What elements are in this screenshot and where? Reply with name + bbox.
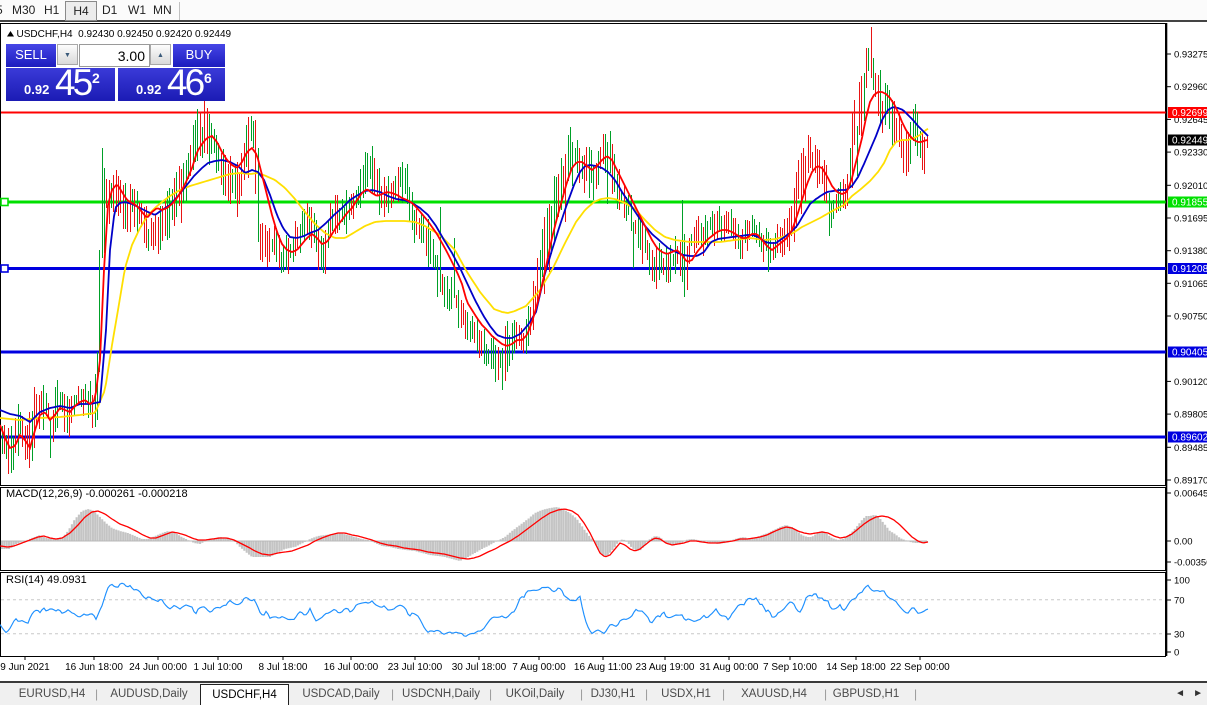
svg-text:30 Jul 18:00: 30 Jul 18:00 [452, 662, 507, 673]
svg-text:7 Aug 00:00: 7 Aug 00:00 [512, 662, 566, 673]
svg-text:24 Jun 00:00: 24 Jun 00:00 [129, 662, 187, 673]
svg-text:0.91695: 0.91695 [1174, 214, 1207, 225]
svg-text:RSI(14) 49.0931: RSI(14) 49.0931 [6, 574, 87, 586]
svg-text:0.89485: 0.89485 [1174, 443, 1207, 454]
svg-text:0.92960: 0.92960 [1174, 82, 1207, 93]
svg-text:MACD(12,26,9) -0.000261 -0.000: MACD(12,26,9) -0.000261 -0.000218 [6, 488, 188, 500]
svg-text:0.91065: 0.91065 [1174, 279, 1207, 290]
svg-text:1 Jul 10:00: 1 Jul 10:00 [194, 662, 243, 673]
svg-text:16 Jul 00:00: 16 Jul 00:00 [324, 662, 379, 673]
svg-text:0.91380: 0.91380 [1174, 246, 1207, 257]
svg-text:0.92330: 0.92330 [1174, 148, 1207, 159]
svg-text:9 Jun 2021: 9 Jun 2021 [0, 662, 50, 673]
svg-text:0.91208: 0.91208 [1172, 264, 1207, 275]
svg-text:100: 100 [1174, 576, 1190, 587]
svg-text:8 Jul 18:00: 8 Jul 18:00 [259, 662, 308, 673]
svg-text:USDCHF,H4 0.92430 0.92450 0.9: USDCHF,H4 0.92430 0.92450 0.92420 0.9244… [17, 29, 232, 40]
svg-text:-0.003507: -0.003507 [1174, 558, 1207, 569]
svg-text:23 Jul 10:00: 23 Jul 10:00 [388, 662, 443, 673]
svg-text:0: 0 [1174, 648, 1179, 659]
svg-text:0.90405: 0.90405 [1172, 348, 1207, 359]
svg-text:0.92645: 0.92645 [1174, 115, 1207, 126]
svg-text:22 Sep 00:00: 22 Sep 00:00 [890, 662, 950, 673]
svg-text:14 Sep 18:00: 14 Sep 18:00 [826, 662, 886, 673]
svg-text:23 Aug 19:00: 23 Aug 19:00 [636, 662, 695, 673]
svg-text:0.92010: 0.92010 [1174, 181, 1207, 192]
svg-text:0.89170: 0.89170 [1174, 476, 1207, 487]
svg-text:0.90120: 0.90120 [1174, 377, 1207, 388]
svg-text:0.90750: 0.90750 [1174, 312, 1207, 323]
svg-text:0.92699: 0.92699 [1172, 108, 1207, 119]
svg-text:31 Aug 00:00: 31 Aug 00:00 [700, 662, 759, 673]
svg-text:7 Sep 10:00: 7 Sep 10:00 [763, 662, 817, 673]
svg-text:0.93275: 0.93275 [1174, 50, 1207, 61]
svg-text:16 Aug 11:00: 16 Aug 11:00 [574, 662, 633, 673]
svg-text:0.92449: 0.92449 [1172, 136, 1207, 147]
svg-text:0.89602: 0.89602 [1172, 433, 1207, 444]
svg-text:30: 30 [1174, 630, 1185, 641]
svg-text:0.006451: 0.006451 [1174, 489, 1207, 500]
svg-text:0.89805: 0.89805 [1174, 410, 1207, 421]
svg-text:0.00: 0.00 [1174, 537, 1193, 548]
svg-text:0.91855: 0.91855 [1172, 198, 1207, 209]
svg-text:70: 70 [1174, 596, 1185, 607]
svg-text:16 Jun 18:00: 16 Jun 18:00 [65, 662, 123, 673]
